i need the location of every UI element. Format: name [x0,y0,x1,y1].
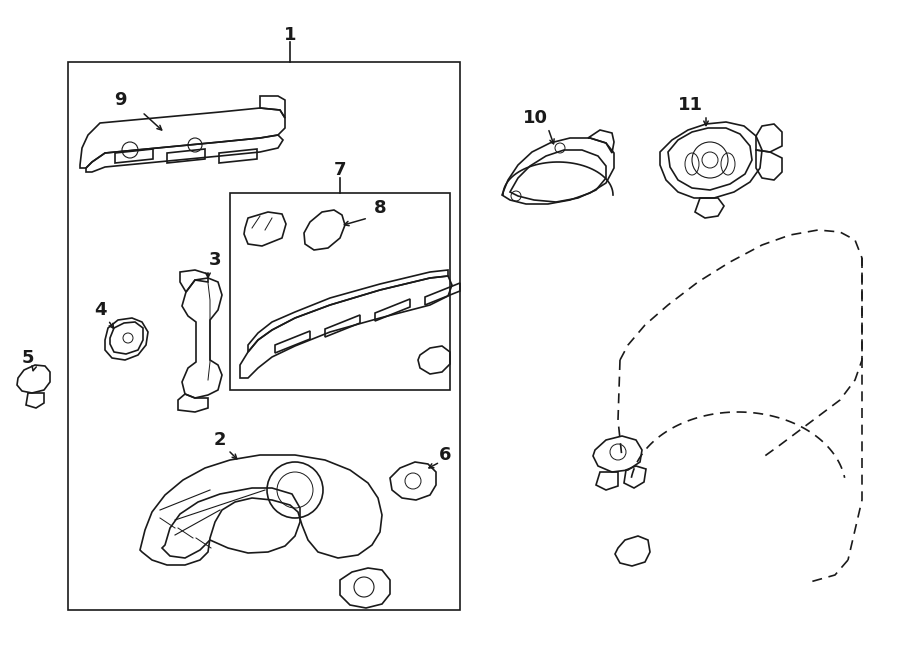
Text: 10: 10 [523,109,547,127]
Text: 1: 1 [284,26,296,44]
Text: 3: 3 [209,251,221,269]
Text: 9: 9 [113,91,126,109]
Text: 4: 4 [94,301,106,319]
Text: 2: 2 [214,431,226,449]
Bar [230,193,450,390]
Bar [68,62,460,610]
Text: 7: 7 [334,161,346,179]
Text: 8: 8 [374,199,386,217]
Text: 6: 6 [439,446,451,464]
Text: 11: 11 [678,96,703,114]
Text: 5: 5 [22,349,34,367]
